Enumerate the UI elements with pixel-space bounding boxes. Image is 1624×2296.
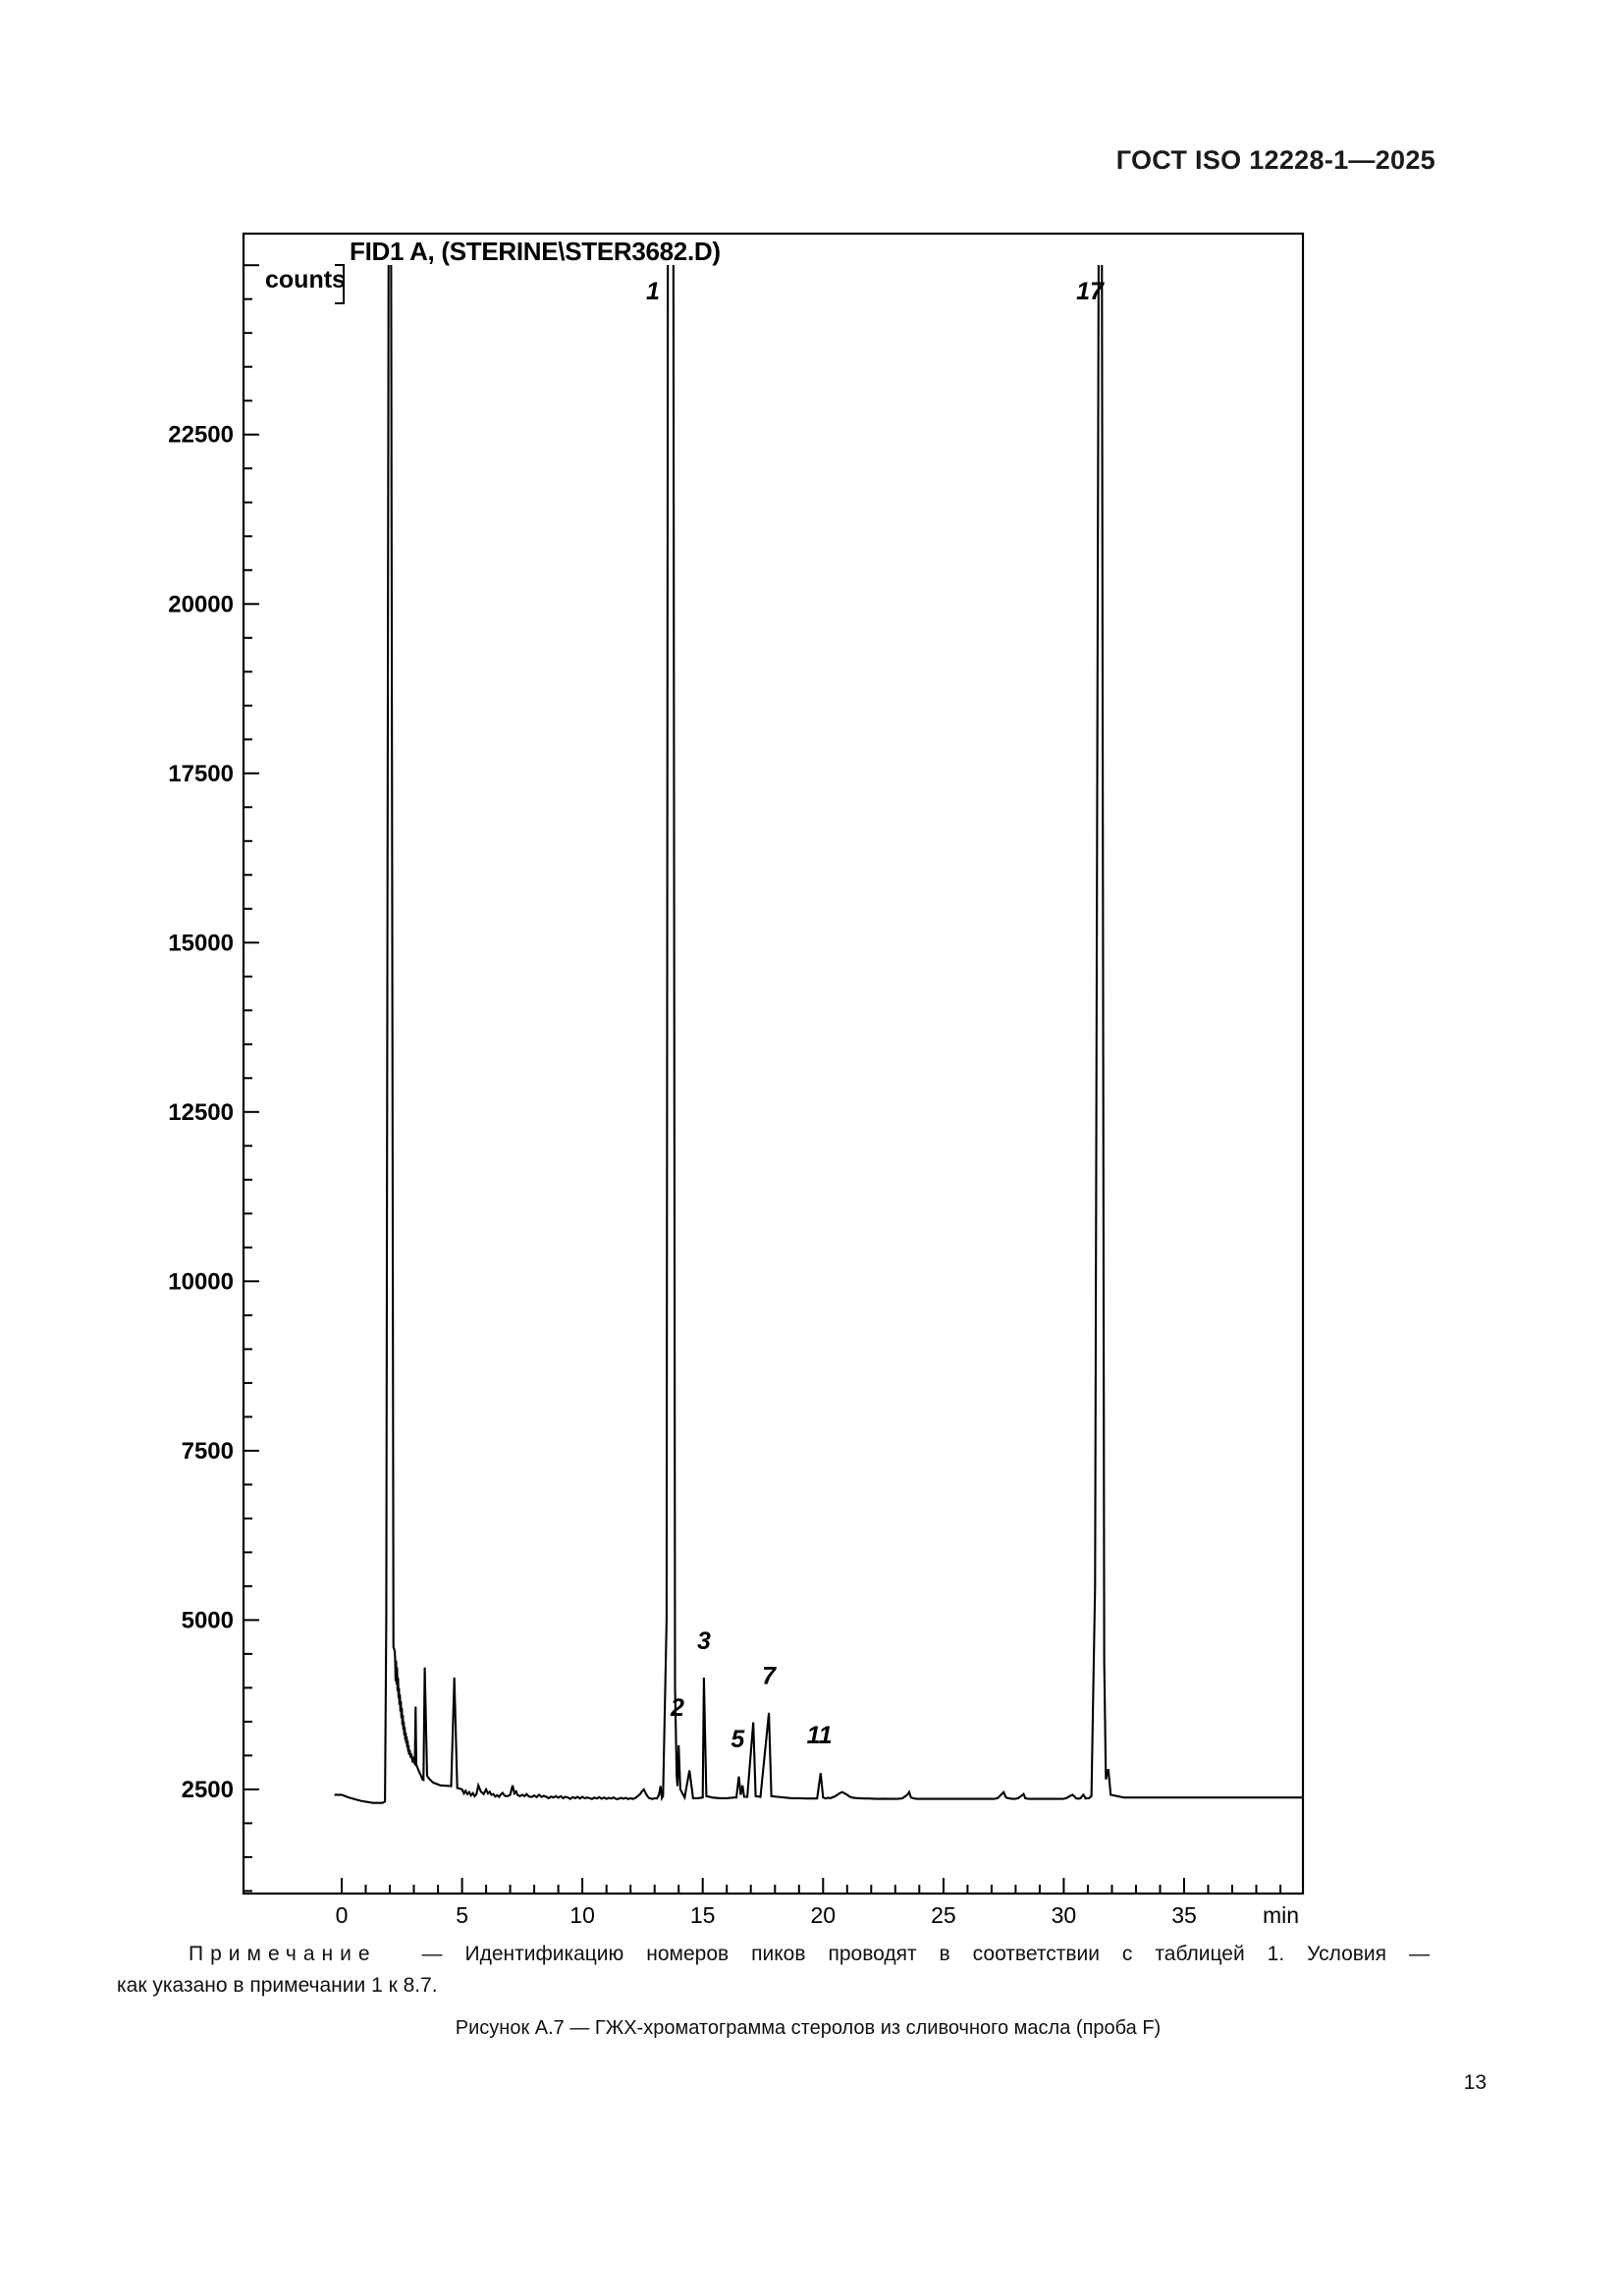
svg-text:10000: 10000 [168,1268,234,1295]
svg-text:20: 20 [811,1902,837,1928]
svg-text:counts: counts [265,266,346,294]
svg-text:22500: 22500 [168,422,234,449]
svg-text:5000: 5000 [182,1607,234,1633]
svg-text:2: 2 [670,1694,684,1722]
svg-text:15000: 15000 [168,930,234,956]
svg-text:7: 7 [762,1662,777,1689]
svg-text:10: 10 [569,1902,595,1928]
svg-text:1: 1 [646,278,660,305]
svg-text:12500: 12500 [168,1099,234,1126]
svg-text:2500: 2500 [182,1777,234,1803]
svg-text:30: 30 [1052,1902,1077,1928]
svg-text:min: min [1263,1902,1299,1928]
svg-text:0: 0 [336,1902,349,1928]
svg-text:7500: 7500 [182,1438,234,1465]
svg-text:15: 15 [690,1902,716,1928]
svg-text:5: 5 [731,1726,745,1753]
svg-text:17500: 17500 [168,761,234,787]
svg-text:11: 11 [807,1722,833,1749]
svg-text:25: 25 [931,1902,956,1928]
svg-text:3: 3 [697,1628,711,1655]
svg-text:20000: 20000 [168,591,234,617]
svg-text:17: 17 [1076,278,1105,305]
svg-text:35: 35 [1171,1902,1197,1928]
svg-text:5: 5 [456,1902,468,1928]
svg-text:FID1 A, (STERINE\STER3682.D): FID1 A, (STERINE\STER3682.D) [350,237,721,266]
